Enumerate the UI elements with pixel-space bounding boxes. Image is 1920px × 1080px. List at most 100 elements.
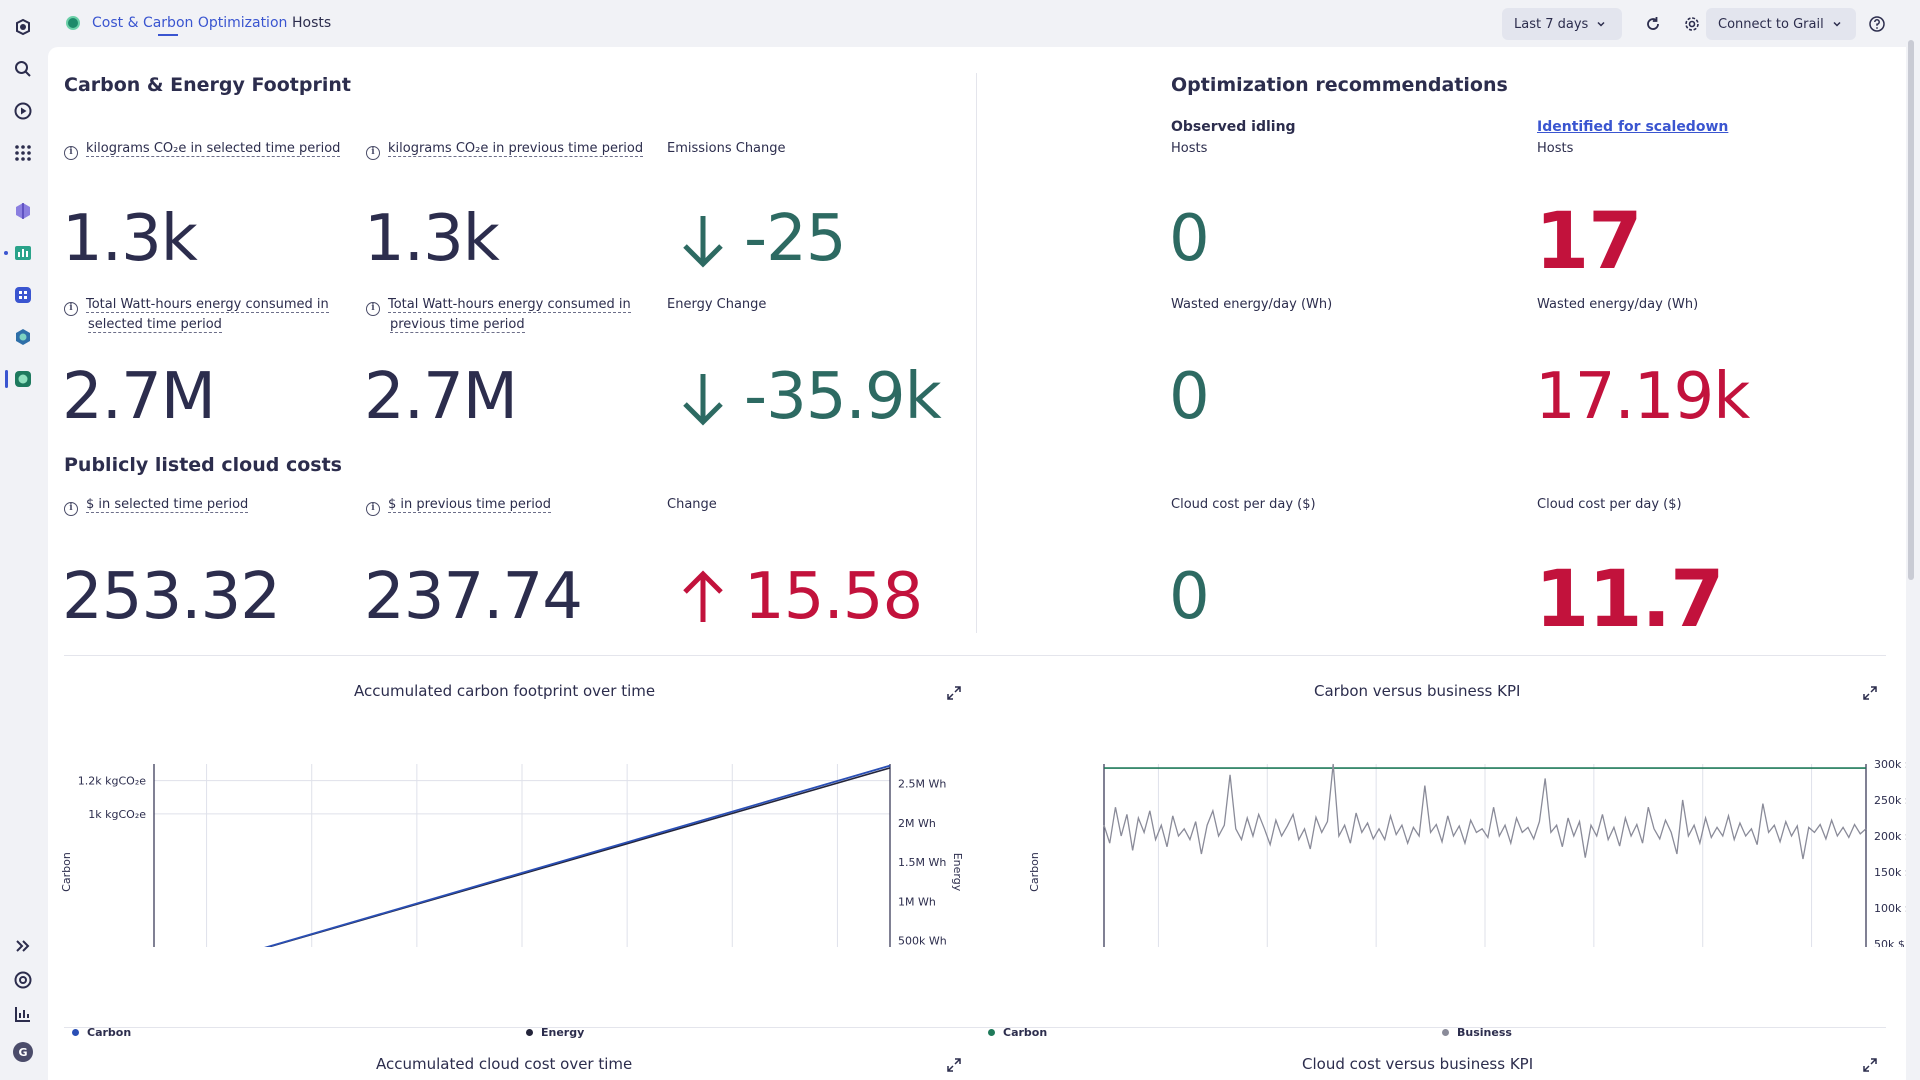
dashboards-app-icon[interactable] bbox=[12, 242, 34, 264]
infrastructure-app-icon[interactable] bbox=[12, 200, 34, 222]
legend-business[interactable]: Business bbox=[1442, 1026, 1512, 1039]
info-icon[interactable]: i bbox=[366, 502, 380, 516]
rail-active-indicator bbox=[5, 370, 8, 388]
y-right-tick-label: 2M Wh bbox=[898, 817, 936, 830]
legend-carbon-kpi[interactable]: Carbon bbox=[988, 1026, 1047, 1039]
info-icon[interactable]: i bbox=[366, 302, 380, 316]
y-right-tick-label: 250k $ bbox=[1874, 794, 1906, 807]
chevron-down-icon bbox=[1597, 21, 1605, 27]
energy-selected-label-text: Total Watt-hours energy consumed in bbox=[86, 297, 329, 313]
energy-selected-label[interactable]: i Total Watt-hours energy consumed in bbox=[64, 295, 329, 316]
co2-selected-value: 1.3k bbox=[62, 202, 198, 276]
connect-label: Connect to Grail bbox=[1718, 16, 1824, 32]
legend-energy[interactable]: Energy bbox=[526, 1026, 584, 1039]
idling-hosts-label: Hosts bbox=[1171, 141, 1208, 156]
avatar-initial: G bbox=[13, 1042, 33, 1062]
workflows-app-icon[interactable] bbox=[12, 326, 34, 348]
analytics-icon[interactable] bbox=[12, 1003, 34, 1025]
info-icon[interactable]: i bbox=[64, 146, 78, 160]
energy-previous-label[interactable]: i Total Watt-hours energy consumed in bbox=[366, 295, 631, 316]
idling-cost-value: 0 bbox=[1169, 560, 1210, 634]
expand-icon[interactable] bbox=[1862, 685, 1878, 701]
legend-dot bbox=[526, 1029, 533, 1036]
cost-selected-label-text: $ in selected time period bbox=[86, 497, 249, 513]
y-right-tick-label: 2.5M Wh bbox=[898, 778, 946, 791]
idling-cost-label: Cloud cost per day ($) bbox=[1171, 497, 1316, 512]
co2-previous-label[interactable]: i kilograms CO₂e in previous time period bbox=[366, 139, 644, 160]
tab-cost-carbon[interactable]: Cost & Carbon Optimization bbox=[92, 15, 288, 31]
legend-label: Energy bbox=[541, 1026, 585, 1039]
scaledown-cost-value: 11.7 bbox=[1535, 555, 1724, 645]
y-right-axis-title: Energy bbox=[951, 853, 964, 892]
info-icon[interactable]: i bbox=[64, 302, 78, 316]
y-right-tick-label: 1M Wh bbox=[898, 895, 936, 908]
energy-selected-value: 2.7M bbox=[62, 360, 216, 434]
dynatrace-logo-icon[interactable] bbox=[12, 16, 34, 38]
refresh-icon[interactable] bbox=[1642, 13, 1664, 35]
connect-to-grail-button[interactable]: Connect to Grail bbox=[1706, 8, 1856, 40]
cost-selected-value: 253.32 bbox=[62, 560, 281, 634]
footprint-title: Carbon & Energy Footprint bbox=[64, 74, 351, 96]
horizontal-divider bbox=[64, 655, 1886, 656]
expand-icon[interactable] bbox=[946, 685, 962, 701]
carbon-vs-kpi-chart[interactable]: Feb 22Feb 23Feb 24Feb 25Feb 26Feb 27Feb … bbox=[978, 707, 1906, 947]
account-avatar[interactable]: G bbox=[12, 1041, 34, 1063]
series-line-carbon bbox=[264, 764, 891, 947]
settings-gear-icon[interactable] bbox=[1681, 13, 1703, 35]
scaledown-link[interactable]: Identified for scaledown bbox=[1537, 119, 1729, 135]
expand-icon[interactable] bbox=[946, 1057, 962, 1073]
expand-icon[interactable] bbox=[1862, 1057, 1878, 1073]
arrow-up-icon bbox=[683, 570, 723, 622]
legend-label: Carbon bbox=[1003, 1026, 1048, 1039]
legend-label: Business bbox=[1457, 1026, 1512, 1039]
rail-notification-dot bbox=[4, 251, 8, 255]
y-right-tick-label: 300k $ bbox=[1874, 758, 1906, 771]
energy-previous-value: 2.7M bbox=[364, 360, 518, 434]
info-icon[interactable]: i bbox=[64, 502, 78, 516]
optimization-title: Optimization recommendations bbox=[1171, 74, 1508, 96]
idling-energy-value: 0 bbox=[1169, 360, 1210, 434]
help-icon[interactable] bbox=[1866, 13, 1888, 35]
play-icon[interactable] bbox=[12, 100, 34, 122]
cost-previous-label[interactable]: i $ in previous time period bbox=[366, 495, 552, 516]
y-left-tick-label: 1k kgCO₂e bbox=[88, 808, 146, 821]
scrollbar[interactable] bbox=[1908, 40, 1914, 580]
support-icon[interactable] bbox=[12, 969, 34, 991]
y-right-tick-label: 1.5M Wh bbox=[898, 856, 946, 869]
legend-label: Carbon bbox=[87, 1026, 132, 1039]
scaledown-energy-value: 17.19k bbox=[1535, 360, 1750, 434]
apps-grid-icon[interactable] bbox=[12, 142, 34, 164]
legend-carbon[interactable]: Carbon bbox=[72, 1026, 131, 1039]
chart-title-cloud-cost: Accumulated cloud cost over time bbox=[376, 1055, 633, 1073]
emissions-change-label: Emissions Change bbox=[667, 141, 786, 156]
info-icon[interactable]: i bbox=[366, 146, 380, 160]
y-left-axis-title: Carbon bbox=[1028, 852, 1041, 892]
expand-rail-icon[interactable] bbox=[12, 935, 34, 957]
legend-dot bbox=[988, 1029, 995, 1036]
co2-previous-value: 1.3k bbox=[364, 202, 500, 276]
chart-title-cost-vs-kpi: Cloud cost versus business KPI bbox=[1302, 1055, 1534, 1073]
app-logo-icon bbox=[66, 16, 80, 30]
notebooks-app-icon[interactable] bbox=[12, 284, 34, 306]
cost-change-label: Change bbox=[667, 497, 717, 512]
cost-selected-label[interactable]: i $ in selected time period bbox=[64, 495, 249, 516]
scaledown-hosts-label: Hosts bbox=[1537, 141, 1574, 156]
timeframe-selector[interactable]: Last 7 days bbox=[1502, 8, 1622, 40]
horizontal-divider bbox=[64, 1027, 1886, 1028]
tab-hosts[interactable]: Hosts bbox=[292, 15, 332, 31]
carbon-app-icon[interactable] bbox=[12, 368, 34, 390]
left-rail: G bbox=[0, 0, 48, 1080]
legend-dot bbox=[1442, 1029, 1449, 1036]
energy-previous-label-text-2: previous time period bbox=[390, 317, 525, 333]
search-icon[interactable] bbox=[12, 58, 34, 80]
costs-title: Publicly listed cloud costs bbox=[64, 454, 342, 476]
chart-title-carbon-footprint: Accumulated carbon footprint over time bbox=[354, 682, 656, 700]
main-panel: Carbon & Energy Footprint i kilograms CO₂… bbox=[48, 47, 1906, 1080]
carbon-footprint-chart[interactable]: Feb 22Feb 23Feb 24Feb 25Feb 26Feb 27Feb … bbox=[48, 707, 978, 947]
series-line-business bbox=[1103, 763, 1867, 860]
scaledown-cost-label: Cloud cost per day ($) bbox=[1537, 497, 1682, 512]
idling-energy-label: Wasted energy/day (Wh) bbox=[1171, 297, 1333, 312]
cost-previous-label-text: $ in previous time period bbox=[388, 497, 552, 513]
co2-selected-label[interactable]: i kilograms CO₂e in selected time period bbox=[64, 139, 341, 160]
cost-previous-value: 237.74 bbox=[364, 560, 583, 634]
